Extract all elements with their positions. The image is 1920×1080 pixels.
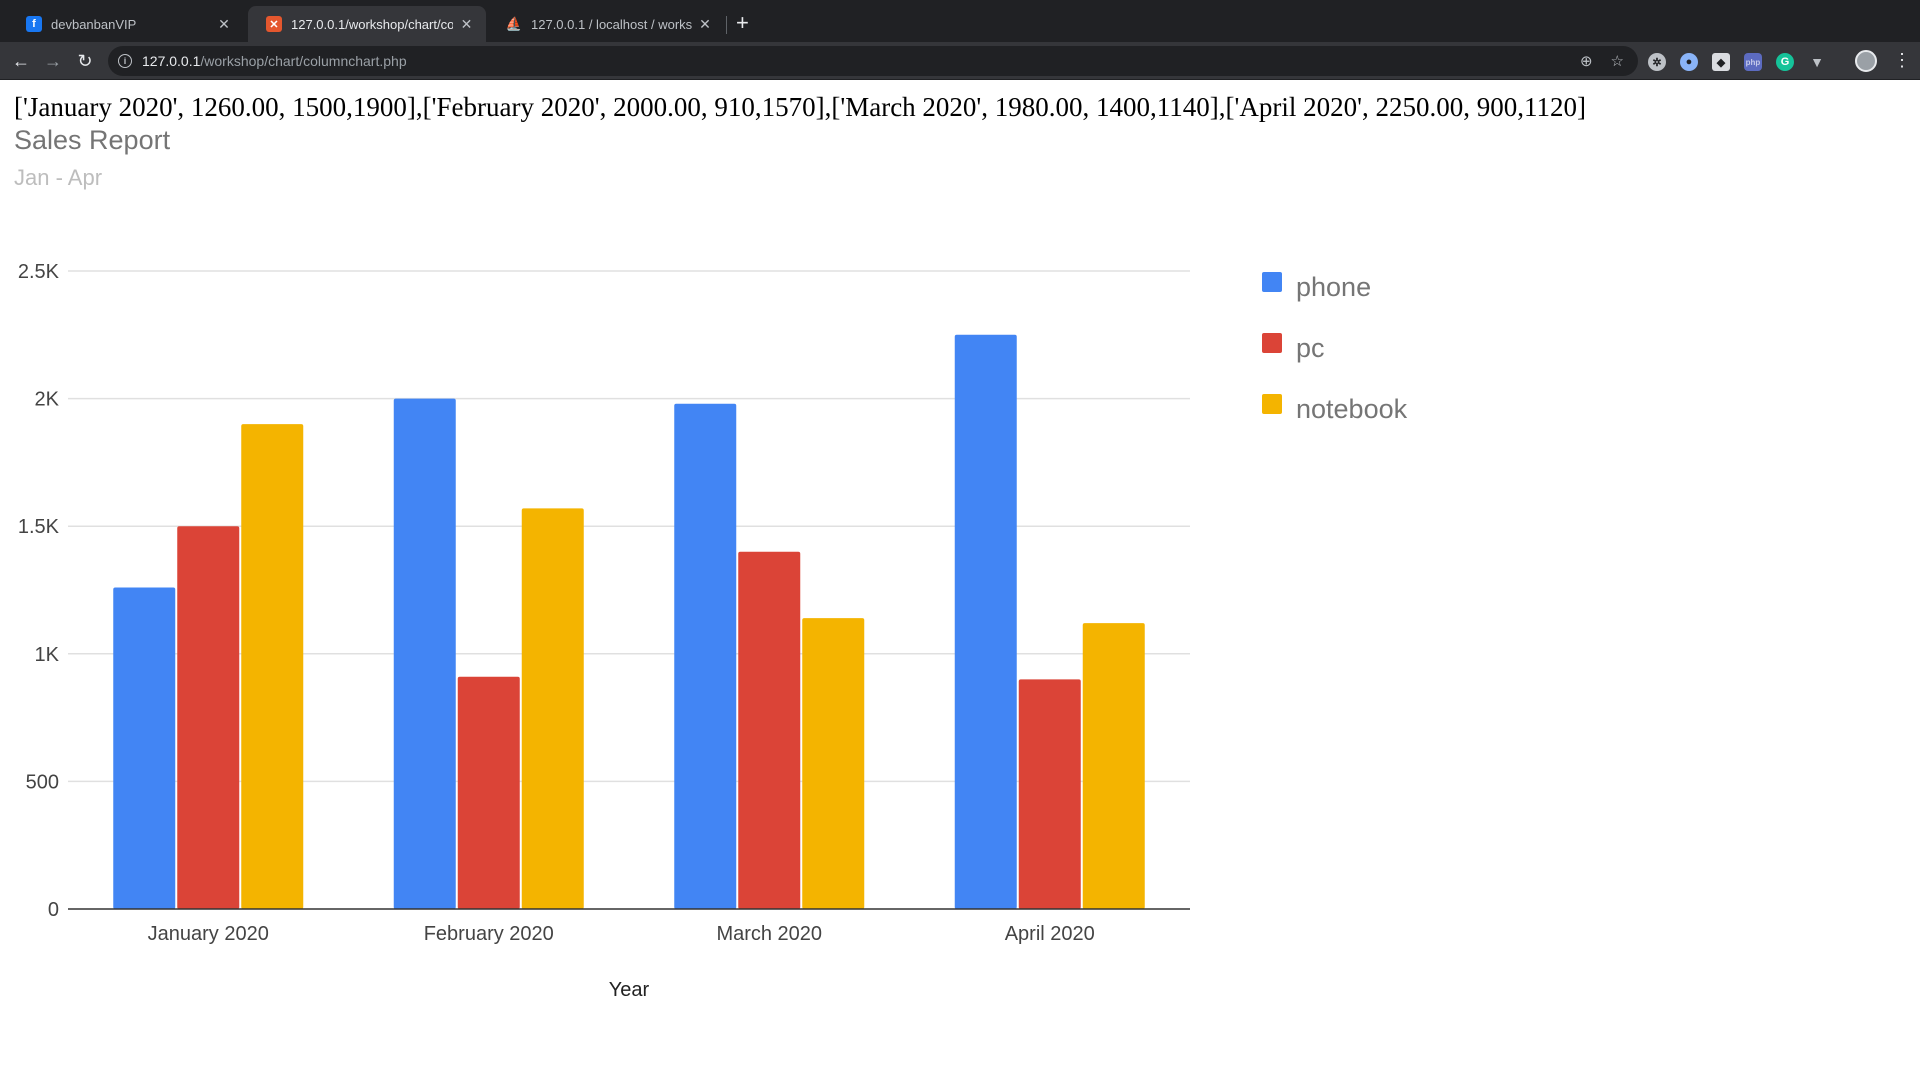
raw-data-output: ['January 2020', 1260.00, 1500,1900],['F…: [14, 92, 1586, 122]
tab-phpmyadmin[interactable]: ⛵ 127.0.0.1 / localhost / workshop ✕: [488, 6, 724, 42]
bar-pc-4[interactable]: [1018, 679, 1081, 909]
browser-toolbar: ← → ↻ i 127.0.0.1/workshop/chart/columnc…: [0, 42, 1920, 80]
cube-extension-icon[interactable]: ◆: [1712, 53, 1730, 71]
tab-strip: f devbanbanVIP ✕ ✕ 127.0.0.1/workshop/ch…: [0, 0, 1920, 42]
bookmark-star-icon[interactable]: ☆: [1610, 53, 1624, 70]
bar-phone-2[interactable]: [393, 398, 456, 909]
tab-divider: [726, 16, 727, 34]
chart-subtitle: Jan - Apr: [14, 165, 103, 190]
circle-extension-icon[interactable]: ●: [1680, 53, 1698, 71]
bar-pc-3[interactable]: [738, 551, 801, 909]
close-icon[interactable]: ✕: [218, 15, 230, 32]
bar-notebook-4[interactable]: [1082, 623, 1145, 909]
y-tick-label: 2K: [35, 389, 60, 411]
forward-button[interactable]: →: [44, 50, 62, 71]
tab-title: devbanbanVIP: [51, 16, 137, 32]
profile-avatar[interactable]: [1855, 50, 1877, 72]
phpmyadmin-icon: ⛵: [505, 16, 523, 31]
x-category-label: April 2020: [1005, 923, 1095, 945]
vue-devtools-icon[interactable]: ▼: [1810, 54, 1824, 70]
site-info-icon[interactable]: i: [118, 54, 132, 68]
back-button[interactable]: ←: [12, 50, 30, 71]
bar-notebook-1[interactable]: [241, 424, 304, 909]
omnibox-actions: ⊕ ☆: [1580, 52, 1624, 70]
tab-title: 127.0.0.1 / localhost / workshop: [531, 16, 692, 32]
tab-title: 127.0.0.1/workshop/chart/colu: [291, 16, 454, 32]
y-tick-label: 1.5K: [18, 516, 60, 538]
url-path: /workshop/chart/columnchart.php: [200, 53, 407, 69]
tab-columnchart[interactable]: ✕ 127.0.0.1/workshop/chart/colu ✕: [248, 6, 486, 42]
bar-pc-1[interactable]: [177, 526, 240, 909]
close-icon[interactable]: ✕: [460, 15, 473, 32]
xampp-icon: ✕: [266, 16, 282, 32]
bar-phone-4[interactable]: [954, 334, 1017, 909]
gear-extension-icon[interactable]: ✲: [1648, 53, 1666, 71]
legend-swatch-phone: [1262, 272, 1282, 292]
bar-pc-2[interactable]: [457, 676, 520, 909]
address-bar[interactable]: i 127.0.0.1/workshop/chart/columnchart.p…: [108, 46, 1638, 76]
browser-menu-icon[interactable]: ⋮: [1893, 50, 1911, 70]
bar-phone-3[interactable]: [674, 403, 737, 909]
x-axis-title: Year: [609, 979, 650, 1001]
new-tab-button[interactable]: +: [736, 10, 749, 35]
legend-label-notebook: notebook: [1296, 394, 1408, 424]
y-tick-label: 2.5K: [18, 261, 60, 283]
bar-notebook-3[interactable]: [802, 618, 865, 909]
legend-label-pc: pc: [1296, 333, 1325, 363]
y-tick-label: 500: [26, 771, 59, 793]
bar-notebook-2[interactable]: [521, 508, 584, 909]
legend-label-phone: phone: [1296, 272, 1371, 302]
chart-title: Sales Report: [14, 125, 171, 155]
bar-phone-1[interactable]: [113, 587, 176, 909]
y-tick-label: 0: [48, 899, 59, 921]
x-category-label: March 2020: [716, 923, 822, 945]
grammarly-icon[interactable]: G: [1776, 53, 1794, 71]
php-extension-icon[interactable]: php: [1744, 53, 1762, 71]
url-host: 127.0.0.1: [142, 53, 201, 69]
x-category-label: January 2020: [148, 923, 269, 945]
tab-devbanbanvip[interactable]: f devbanbanVIP ✕: [8, 6, 244, 42]
x-category-label: February 2020: [424, 923, 554, 945]
zoom-icon[interactable]: ⊕: [1579, 53, 1593, 70]
reload-button[interactable]: ↻: [77, 50, 93, 71]
legend-swatch-pc: [1262, 333, 1282, 353]
facebook-icon: f: [26, 16, 42, 32]
close-icon[interactable]: ✕: [699, 15, 711, 32]
extensions-area: ✲ ● ◆ php G ▼: [1648, 53, 1826, 71]
legend-swatch-notebook: [1262, 394, 1282, 414]
y-tick-label: 1K: [35, 644, 60, 666]
